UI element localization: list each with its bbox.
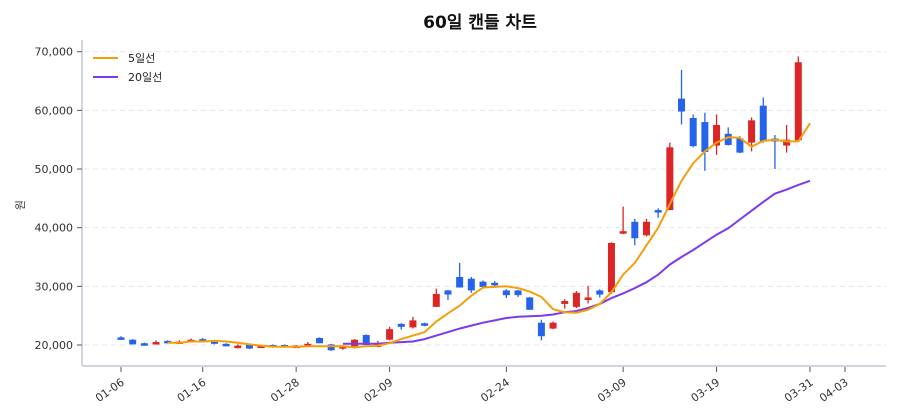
legend-ma20: 20일선 <box>128 70 162 84</box>
svg-text:50,000: 50,000 <box>35 163 74 176</box>
axes <box>81 40 886 367</box>
x-axis-ticks: 01-06 01-16 01-28 02-09 02-24 03-09 03-19 03-31… <box>93 367 851 405</box>
chart-title: 60일 캔들 차트 <box>423 13 537 33</box>
svg-text:03-19: 03-19 <box>689 376 723 405</box>
svg-text:01-16: 01-16 <box>175 376 209 405</box>
svg-text:01-28: 01-28 <box>268 376 302 405</box>
legend-ma5: 5일선 <box>128 51 155 65</box>
svg-text:01-06: 01-06 <box>93 376 127 405</box>
svg-text:03-31: 03-31 <box>782 376 816 405</box>
svg-text:04-03: 04-03 <box>817 376 851 405</box>
ma5-line <box>167 122 811 349</box>
svg-text:40,000: 40,000 <box>35 222 74 235</box>
y-axis-label: 원 <box>14 200 27 210</box>
svg-text:70,000: 70,000 <box>35 46 74 59</box>
candles <box>117 56 802 351</box>
legend: 5일선 20일선 <box>93 51 162 84</box>
svg-text:02-24: 02-24 <box>478 376 512 405</box>
svg-text:30,000: 30,000 <box>35 280 74 293</box>
svg-text:20,000: 20,000 <box>35 339 74 352</box>
svg-text:60,000: 60,000 <box>35 104 74 117</box>
gridlines <box>84 51 886 346</box>
y-axis-ticks: 20,000 30,000 40,000 50,000 60,000 70,000 <box>35 46 82 352</box>
svg-text:02-09: 02-09 <box>362 376 396 405</box>
ma20-line <box>342 179 811 345</box>
svg-text:03-09: 03-09 <box>595 376 629 405</box>
